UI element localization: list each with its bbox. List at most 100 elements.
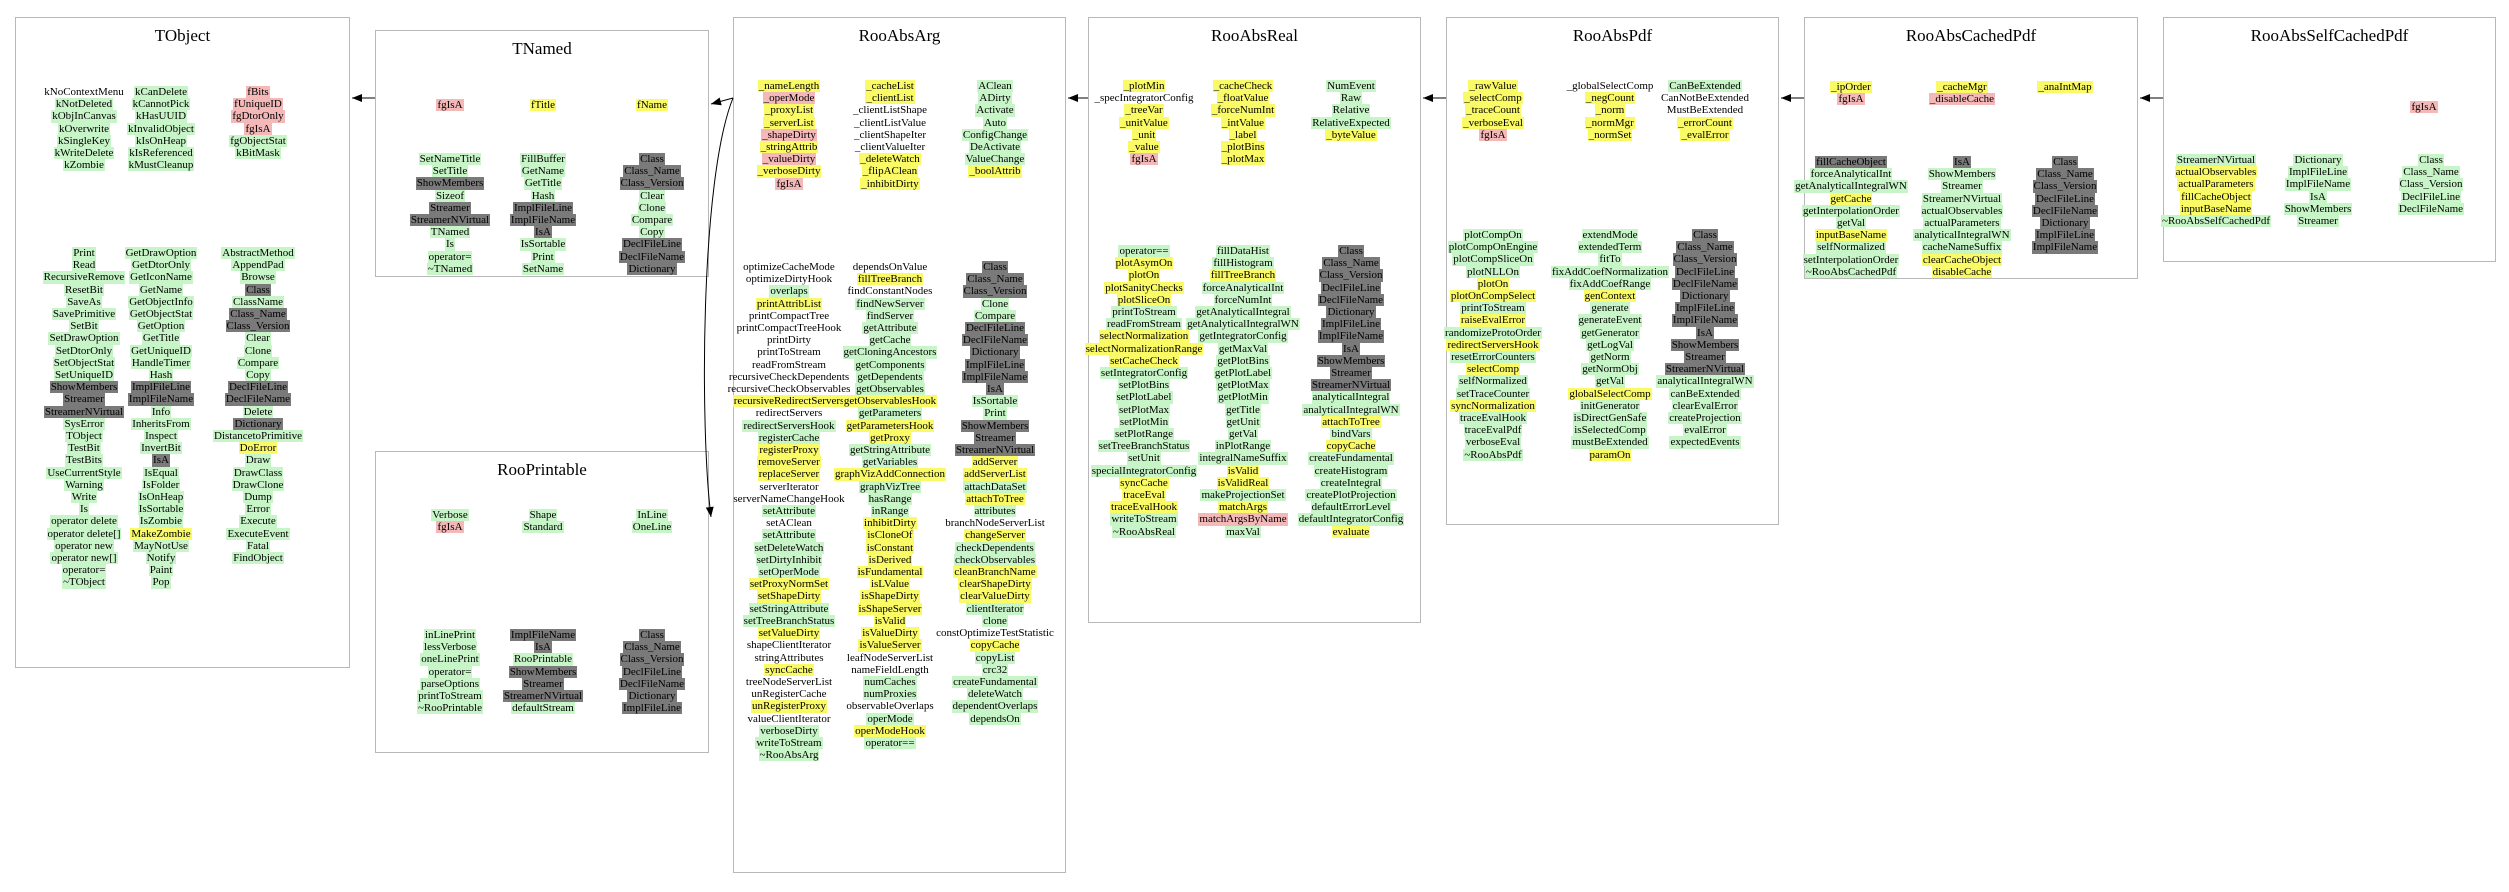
- method-entry: makeProjectionSet: [1200, 489, 1286, 502]
- method-entry: operator=: [61, 564, 107, 577]
- method-entry: isLValue: [869, 578, 911, 591]
- arrowhead: [1068, 94, 1078, 102]
- member-column: _cacheMgr _disableCache: [1902, 81, 2022, 106]
- data-member: NumEvent: [1326, 80, 1376, 93]
- data-member: fgIsA: [1130, 153, 1158, 166]
- method-entry: ImplFileName: [509, 214, 577, 227]
- data-member: fgIsA: [1837, 93, 1865, 106]
- method-entry: Dictionary: [2040, 217, 2090, 230]
- method-entry: ImplFileName: [1671, 314, 1739, 327]
- method-entry: writeToStream: [1110, 513, 1178, 526]
- data-member: _verboseEval: [1462, 116, 1524, 129]
- method-entry: cacheNameSuffix: [1921, 241, 2003, 254]
- method-entry: DrawClass: [232, 466, 284, 479]
- method-entry: GetObjectStat: [128, 308, 194, 321]
- member-column: _rawValue _selectComp _traceCount _verboseE…: [1433, 80, 1553, 142]
- method-entry: unRegisterProxy: [751, 700, 827, 713]
- method-entry: getPlotMin: [1217, 391, 1269, 404]
- method-entry: SetDtorOnly: [54, 344, 114, 357]
- method-entry: isValid: [873, 614, 907, 628]
- data-member: _cacheCheck: [1212, 80, 1274, 93]
- method-entry: raiseEvalError: [1459, 314, 1527, 327]
- data-member: _clientListShape: [853, 104, 927, 117]
- method-entry: setIntegratorConfig: [1099, 367, 1189, 380]
- data-member: _value: [1128, 141, 1160, 154]
- method-column: AbstractMethod AppendPad Browse Class ClassN…: [198, 247, 318, 565]
- method-entry: getInterpolationOrder: [1802, 204, 1900, 218]
- data-member: kCanDelete: [134, 86, 188, 99]
- method-entry: fillHistogram: [1212, 257, 1274, 270]
- class-box-rooabsreal: RooAbsReal _plotMin _specIntegratorConfig _…: [1084, 17, 1421, 623]
- method-entry: DeclFileName: [1317, 293, 1385, 307]
- method-entry: Inspect: [144, 430, 178, 443]
- method-entry: GetTitle: [523, 177, 563, 190]
- method-entry: extendedTerm: [1577, 241, 1643, 254]
- method-entry: setPlotLabel: [1115, 391, 1173, 404]
- arrowhead: [352, 94, 362, 102]
- method-entry: Class_Name: [2402, 166, 2460, 179]
- data-member: _unitValue: [1119, 116, 1169, 129]
- method-entry: Clone: [980, 297, 1010, 310]
- method-entry: Info: [150, 405, 172, 418]
- data-member: Relative: [1331, 104, 1371, 117]
- method-entry: Dictionary: [970, 346, 1020, 359]
- method-entry: ShowMembers: [2283, 202, 2353, 216]
- method-entry: copyCache: [1325, 440, 1377, 453]
- data-member: _clientValueIter: [854, 141, 926, 154]
- method-entry: numProxies: [862, 688, 918, 701]
- data-member: _serverList: [763, 116, 815, 129]
- method-entry: isShapeServer: [857, 602, 923, 615]
- method-entry: isValueServer: [858, 639, 922, 652]
- method-entry: DeclFileLine: [2400, 190, 2462, 203]
- method-entry: IsA: [1953, 156, 1971, 169]
- member-column: _cacheCheck _floatValue _forceNumInt _intVa…: [1183, 80, 1303, 166]
- method-entry: Print: [531, 250, 555, 263]
- method-entry: GetObjectInfo: [128, 295, 194, 309]
- method-entry: getCache: [868, 334, 912, 347]
- method-entry: Is: [445, 238, 455, 251]
- method-entry: defaultIntegratorConfig: [1297, 513, 1405, 526]
- method-entry: plotAsymOn: [1114, 257, 1174, 270]
- data-member: Verbose: [431, 509, 469, 522]
- method-entry: fillCacheObject: [2180, 190, 2252, 203]
- data-member: CanBeExtended: [1668, 80, 1742, 93]
- class-title: RooAbsPdf: [1572, 26, 1653, 45]
- method-entry: SysError: [63, 417, 105, 431]
- method-entry: AppendPad: [231, 259, 285, 272]
- data-member: _globalSelectComp: [1566, 80, 1654, 92]
- method-entry: Execute: [239, 515, 277, 528]
- method-entry: Dictionary: [627, 690, 677, 703]
- class-box-rooabscachedpdf: RooAbsCachedPdf _ipOrder fgIsA _cacheMgr _di…: [1794, 17, 2138, 279]
- class-title: RooAbsArg: [858, 26, 941, 45]
- method-entry: getProxy: [869, 431, 911, 445]
- class-box-rooabsselfcachedpdf: RooAbsSelfCachedPdf fgIsA StreamerNVirtual…: [2161, 17, 2496, 262]
- member-column: fName: [592, 99, 712, 112]
- data-member: _normSet: [1587, 128, 1633, 142]
- method-entry: removeServer: [757, 456, 821, 469]
- class-title: RooAbsReal: [1211, 26, 1298, 45]
- method-entry: SetTitle: [431, 165, 469, 178]
- class-box-rooabsarg: RooAbsArg _nameLength _operMode _proxyList _…: [728, 17, 1066, 873]
- method-entry: printToStream: [1460, 302, 1526, 315]
- method-entry: getVal: [1835, 217, 1867, 230]
- data-member: _proxyList: [763, 104, 815, 117]
- method-entry: ImplFileLine: [1674, 302, 1736, 315]
- arrowhead: [711, 97, 722, 106]
- method-entry: bindVars: [1330, 428, 1372, 441]
- method-column: Class Class_Name Class_Version DeclFileLine…: [592, 629, 712, 715]
- method-entry: genContext: [1583, 290, 1637, 303]
- method-entry: GetUniqueID: [130, 344, 192, 357]
- method-entry: operator new[]: [50, 552, 118, 565]
- method-entry: getAnalyticalIntegralWN: [1186, 318, 1300, 331]
- method-entry: inhibitDirty: [863, 517, 917, 530]
- method-entry: Class_Version: [619, 653, 685, 666]
- data-member: kIsOnHeap: [134, 134, 188, 148]
- method-entry: analyticalIntegralWN: [1656, 375, 1754, 388]
- method-entry: fillCacheObject: [1815, 156, 1887, 169]
- method-entry: clientIterator: [965, 602, 1025, 615]
- method-entry: Is: [79, 503, 89, 516]
- method-entry: expectedEvents: [1669, 436, 1741, 449]
- method-entry: writeToStream: [755, 736, 823, 750]
- method-entry: Streamer: [974, 431, 1016, 445]
